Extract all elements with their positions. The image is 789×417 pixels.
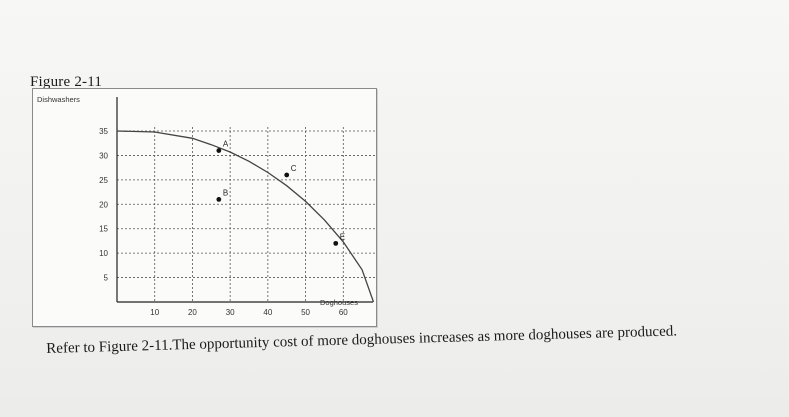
point-b: B (216, 188, 228, 202)
grid (117, 127, 376, 302)
point-marker (216, 197, 222, 202)
point-c: C (284, 164, 297, 178)
point-label: B (223, 188, 228, 197)
x-tick-label: 20 (188, 308, 197, 317)
y-tick-label: 30 (99, 151, 108, 160)
y-tick-label: 25 (99, 176, 108, 185)
point-marker (216, 148, 222, 153)
point-label: A (223, 140, 229, 149)
x-tick-label: 40 (263, 308, 272, 317)
y-tick-label: 35 (99, 127, 108, 136)
figure-label: Figure 2-11 (30, 74, 103, 90)
x-tick-label: 10 (150, 308, 159, 317)
points-group: A B C E (216, 140, 345, 246)
axes (116, 97, 373, 303)
y-axis-label: Dishwashers (37, 95, 80, 104)
point-label: C (291, 164, 297, 173)
x-axis-label: Doghouses (320, 298, 358, 307)
point-e: E (333, 232, 345, 246)
ppf-curve (116, 130, 375, 303)
point-marker (333, 240, 339, 246)
point-label: E (340, 232, 345, 241)
x-tick-label: 60 (339, 308, 348, 317)
y-tick-label: 10 (99, 249, 108, 258)
ppf-curve-group (116, 130, 375, 303)
y-tick-label: 5 (104, 274, 109, 283)
y-tick-label: 15 (99, 225, 108, 234)
point-a: A (216, 140, 229, 153)
point-marker (284, 172, 290, 178)
y-tick-label: 20 (99, 200, 108, 209)
tick-labels: 102030405060705101520253035 (99, 127, 348, 317)
x-tick-label: 30 (226, 308, 235, 317)
x-tick-label: 50 (301, 308, 310, 317)
